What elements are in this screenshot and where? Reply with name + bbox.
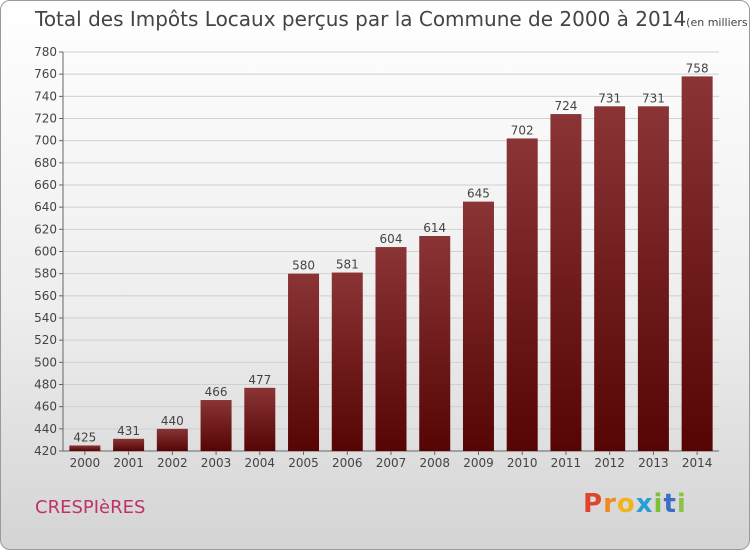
- value-label-2000: 425: [73, 430, 96, 444]
- value-label-2010: 702: [511, 123, 534, 137]
- x-tick-label-2010: 2010: [507, 456, 538, 470]
- bar-2005: [288, 273, 320, 451]
- value-label-2005: 580: [292, 259, 315, 273]
- y-tick-label: 700: [34, 134, 57, 148]
- value-label-2004: 477: [248, 373, 271, 387]
- bar-2007: [375, 247, 407, 451]
- axes: 420 440 460 480 500 520 540 560 580 600 620 640 660 6…: [34, 45, 719, 470]
- y-tick-label: 720: [34, 112, 57, 126]
- value-label-2009: 645: [467, 187, 490, 201]
- logo-letter: r: [603, 489, 617, 519]
- bar-2012: [594, 106, 626, 451]
- logo-letter: t: [663, 489, 677, 519]
- y-tick-label: 580: [34, 267, 57, 281]
- x-tick-label-2002: 2002: [157, 456, 188, 470]
- bar-2010: [506, 138, 538, 451]
- y-tick-label: 420: [34, 444, 57, 458]
- x-tick-label-2004: 2004: [245, 456, 276, 470]
- x-tick-label-2014: 2014: [682, 456, 713, 470]
- y-tick-label: 780: [34, 45, 57, 59]
- x-tick-label-2009: 2009: [463, 456, 494, 470]
- bar-2002: [156, 428, 188, 451]
- y-tick-label: 560: [34, 289, 57, 303]
- value-label-2013: 731: [642, 91, 665, 105]
- logo-letter: x: [635, 489, 654, 519]
- y-tick-label: 760: [34, 67, 57, 81]
- value-label-2012: 731: [598, 91, 621, 105]
- value-label-2011: 724: [554, 99, 577, 113]
- x-tick-label-2005: 2005: [288, 456, 319, 470]
- y-tick-label: 480: [34, 378, 57, 392]
- bar-2013: [637, 106, 669, 451]
- logo-letter: i: [676, 489, 687, 519]
- y-tick-label: 640: [34, 200, 57, 214]
- bar-2011: [550, 114, 582, 452]
- x-tick-label-2001: 2001: [113, 456, 144, 470]
- y-tick-label: 540: [34, 311, 57, 325]
- x-tick-label-2008: 2008: [419, 456, 450, 470]
- x-tick-label-2000: 2000: [70, 456, 101, 470]
- y-tick-label: 660: [34, 178, 57, 192]
- y-tick-label: 440: [34, 422, 57, 436]
- y-tick-label: 680: [34, 156, 57, 170]
- y-tick-label: 600: [34, 245, 57, 259]
- bar-2014: [681, 76, 713, 451]
- bar-2008: [419, 235, 451, 451]
- bar-2000: [69, 445, 101, 451]
- bars: [69, 76, 713, 452]
- x-tick-label-2006: 2006: [332, 456, 363, 470]
- value-labels: 425 431 440 466 477 580 581 604 614 645 702 724 731 7…: [73, 61, 708, 444]
- value-label-2014: 758: [686, 61, 709, 75]
- bar-2004: [244, 387, 276, 451]
- bar-2001: [113, 438, 145, 451]
- y-tick-label: 740: [34, 89, 57, 103]
- bar-2003: [200, 400, 232, 451]
- x-tick-label-2013: 2013: [638, 456, 669, 470]
- y-tick-label: 500: [34, 355, 57, 369]
- x-tick-label-2003: 2003: [201, 456, 232, 470]
- chart-title: Total des Impôts Locaux perçus par la Co…: [35, 7, 749, 31]
- value-label-2003: 466: [205, 385, 228, 399]
- logo-letter: i: [653, 489, 664, 519]
- logo-letter: P: [583, 489, 604, 519]
- logo-letter: o: [616, 489, 636, 519]
- value-label-2007: 604: [380, 232, 403, 246]
- y-tick-label: 460: [34, 400, 57, 414]
- y-tick-label: 620: [34, 222, 57, 236]
- value-label-2006: 581: [336, 258, 359, 272]
- x-tick-label-2012: 2012: [594, 456, 625, 470]
- y-tick-label: 520: [34, 333, 57, 347]
- value-label-2002: 440: [161, 414, 184, 428]
- value-label-2001: 431: [117, 424, 140, 438]
- x-tick-label-2007: 2007: [376, 456, 407, 470]
- bar-2009: [462, 201, 494, 451]
- bar-2006: [331, 272, 363, 451]
- value-label-2008: 614: [423, 221, 446, 235]
- proxiti-logo: Proxiti: [583, 489, 687, 519]
- commune-name: CRESPIèRES: [35, 497, 146, 518]
- x-tick-label-2011: 2011: [551, 456, 582, 470]
- title-main: Total des Impôts Locaux perçus par la Co…: [35, 7, 687, 31]
- title-unit: (en milliers d'€): [686, 16, 749, 29]
